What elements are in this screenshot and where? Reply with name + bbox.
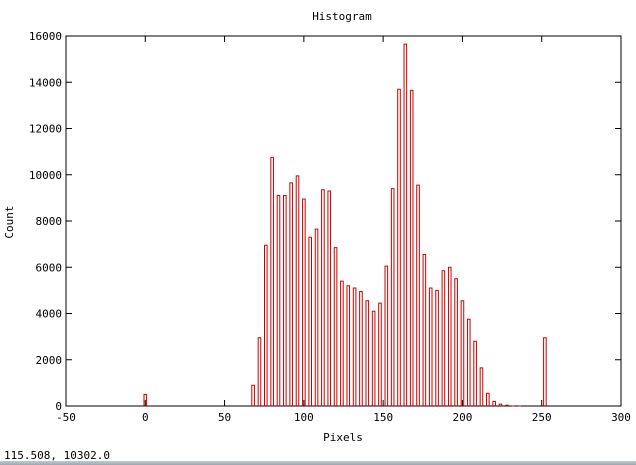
histogram-bars [143,43,547,407]
histogram-bar [498,403,503,406]
histogram-bar [403,43,408,406]
tick-labels: -50 0 50 100 150 200 250 3000200040006000800010… [29,30,631,424]
histogram-bar [314,228,319,406]
y-tick-label: 4000 [36,308,63,321]
histogram-bar [283,195,287,406]
histogram-bar [378,302,382,406]
histogram-chart: Histogram -50 0 50 100 150 200 250 300020004000… [3,10,631,444]
y-axis-label: Count [3,205,16,238]
histogram-bar [422,254,427,406]
histogram-bar [295,175,300,406]
histogram-bar [321,189,325,406]
histogram-bar [486,392,490,406]
histogram-bar [257,337,262,406]
histogram-bar [251,384,255,406]
histogram-bar [435,289,439,406]
histogram-bar [359,291,363,406]
y-tick-label: 10000 [29,169,62,182]
histogram-bar [270,156,274,406]
y-tick-label: 2000 [36,354,63,367]
histogram-bar [302,198,306,406]
y-tick-label: 8000 [36,215,63,228]
histogram-bar [384,265,389,406]
histogram-bar [333,247,338,406]
histogram-bar [543,337,547,406]
chart-title: Histogram [312,10,372,23]
status-bar: 115.508, 10302.0 [0,448,636,465]
y-tick-label: 16000 [29,30,62,43]
histogram-bar [143,393,148,406]
x-axis-label: Pixels [323,431,363,444]
histogram-bar [371,310,376,406]
histogram-bar [276,195,281,406]
histogram-bar [466,318,471,406]
histogram-bar [264,244,268,406]
histogram-bar [365,300,370,406]
x-tick-label: 200 [452,411,472,424]
histogram-bar [473,340,477,406]
x-tick-label: 300 [611,411,631,424]
taskbar-strip [0,461,636,465]
y-tick-label: 6000 [36,261,63,274]
histogram-bar [492,400,496,406]
x-tick-label: -50 [56,411,76,424]
histogram-bar [340,280,344,406]
histogram-bar [352,287,357,406]
histogram-bar [428,287,433,406]
histogram-bar [308,236,312,406]
x-tick-label: 0 [142,411,149,424]
y-tick-label: 12000 [29,123,62,136]
histogram-bar [390,188,395,406]
histogram-bar [441,270,446,406]
x-tick-label: 100 [294,411,314,424]
histogram-bar [454,278,458,406]
histogram-bar [327,190,332,406]
histogram-bar [409,89,414,406]
histogram-bar [479,367,484,406]
histogram-bar [416,184,420,406]
cursor-coordinates: 115.508, 10302.0 [4,449,110,462]
y-tick-label: 14000 [29,76,62,89]
x-tick-label: 50 [218,411,231,424]
histogram-bar [346,285,351,406]
x-tick-label: 250 [532,411,552,424]
histogram-bar [460,300,465,406]
histogram-bar [505,404,509,406]
axis-ticks [65,35,622,407]
histogram-bar [397,88,401,406]
x-tick-label: 150 [373,411,393,424]
histogram-bar [289,182,293,406]
histogram-bar [447,266,452,406]
y-tick-label: 0 [55,400,62,413]
